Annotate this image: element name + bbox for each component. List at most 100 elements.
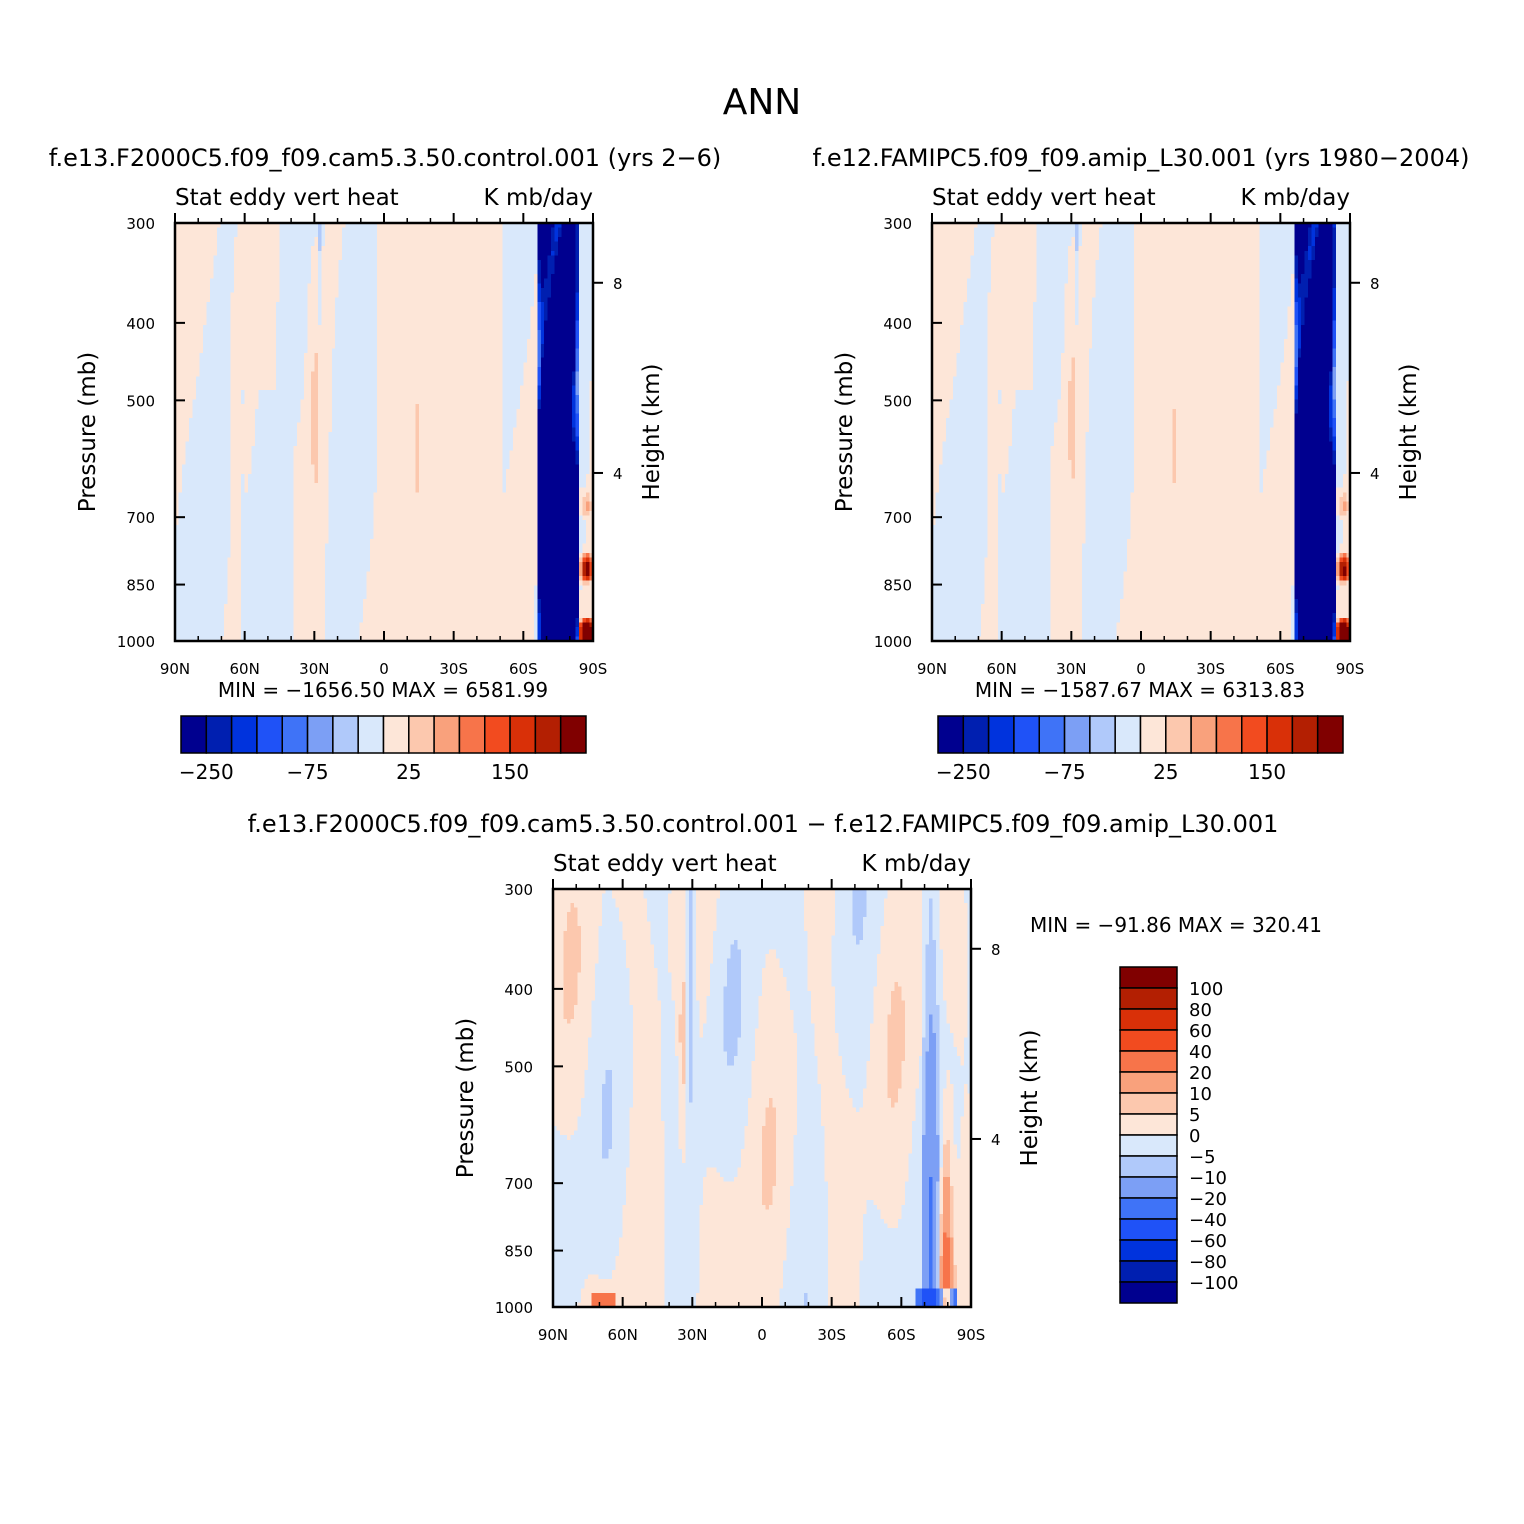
- field-cell: [932, 1255, 937, 1262]
- field-cell: [324, 617, 364, 624]
- field-cell: [880, 930, 923, 937]
- field-cell: [1050, 594, 1083, 600]
- field-cell: [838, 1032, 871, 1039]
- field-cell: [863, 1246, 923, 1252]
- field-cell: [922, 1167, 941, 1173]
- field-cell: [307, 311, 319, 317]
- field-cell: [575, 306, 580, 312]
- field-cell: [293, 483, 329, 489]
- field-cell: [241, 594, 295, 600]
- field-cell: [922, 949, 927, 955]
- field-cell: [230, 497, 242, 503]
- colorbar-box: [987, 715, 1015, 754]
- field-cell: [932, 408, 951, 415]
- field-cell: [505, 469, 538, 475]
- field-cell: [377, 260, 504, 266]
- field-cell: [904, 1181, 923, 1187]
- field-cell: [943, 1209, 951, 1215]
- field-cell: [932, 548, 989, 554]
- field-cell: [657, 991, 673, 997]
- field-cell: [601, 1130, 613, 1136]
- field-cell: [932, 501, 937, 507]
- field-cell: [807, 972, 833, 978]
- field-cell: [904, 1037, 923, 1043]
- field-cell: [293, 501, 329, 507]
- field-cell: [579, 283, 594, 289]
- field-cell: [873, 995, 892, 1002]
- field-cell: [373, 529, 538, 535]
- field-cell: [998, 548, 1052, 554]
- field-cell: [904, 1200, 923, 1206]
- field-cell: [1346, 562, 1351, 568]
- field-cell: [943, 1149, 951, 1155]
- field-cell: [925, 944, 937, 950]
- field-cell: [702, 1186, 763, 1192]
- field-cell: [950, 1232, 955, 1238]
- field-cell: [998, 399, 1003, 405]
- field-cell: [1266, 450, 1295, 456]
- field-cell: [702, 1181, 763, 1187]
- field-cell: [553, 977, 565, 983]
- field-cell: [317, 478, 329, 484]
- field-cell: [932, 1223, 937, 1229]
- field-cell: [335, 339, 378, 345]
- field-cell: [540, 292, 552, 298]
- field-cell: [1297, 603, 1337, 610]
- field-cell: [1134, 371, 1261, 377]
- field-cell: [1172, 418, 1177, 424]
- field-cell: [824, 1139, 913, 1146]
- field-cell: [1015, 390, 1062, 396]
- field-cell: [957, 1269, 972, 1276]
- field-cell: [415, 418, 420, 424]
- field-cell: [551, 278, 577, 284]
- field-cell: [1033, 371, 1062, 377]
- field-cell: [1099, 227, 1135, 233]
- field-cell: [175, 566, 228, 572]
- field-cell: [915, 1093, 923, 1099]
- field-cell: [1336, 223, 1351, 229]
- field-cell: [586, 483, 594, 489]
- field-cell: [1336, 325, 1351, 331]
- field-cell: [939, 1037, 955, 1043]
- field-cell: [688, 991, 693, 997]
- field-cell: [1085, 497, 1132, 503]
- field-cell: [943, 1218, 951, 1224]
- field-cell: [775, 1139, 794, 1146]
- field-cell: [967, 902, 972, 909]
- field-cell: [1120, 608, 1292, 614]
- field-cell: [1294, 534, 1337, 540]
- field-cell: [579, 418, 591, 424]
- field-cell: [828, 1232, 864, 1238]
- field-cell: [575, 274, 580, 280]
- field-cell: [537, 274, 542, 280]
- field-cell: [699, 1265, 784, 1271]
- field-cell: [869, 1037, 888, 1043]
- field-cell: [922, 1056, 927, 1062]
- field-cell: [1297, 301, 1302, 308]
- field-cell: [589, 552, 594, 558]
- field-cell: [929, 1181, 934, 1187]
- field-cell: [727, 972, 742, 978]
- field-cell: [1315, 250, 1334, 257]
- field-cell: [1346, 441, 1351, 447]
- field-cell: [835, 907, 854, 913]
- field-cell: [523, 380, 538, 387]
- field-cell: [537, 432, 573, 438]
- field-cell: [317, 394, 333, 401]
- field-cell: [664, 1283, 700, 1290]
- field-cell: [863, 1088, 888, 1094]
- field-cell: [241, 473, 246, 480]
- field-cell: [230, 432, 256, 438]
- field-cell: [293, 510, 329, 517]
- field-cell: [1294, 292, 1299, 298]
- field-cell: [706, 1000, 725, 1006]
- field-cell: [863, 916, 885, 923]
- field-cell: [601, 916, 620, 923]
- field-cell: [175, 515, 180, 521]
- field-cell: [973, 236, 992, 243]
- field-cell: [377, 325, 504, 331]
- field-cell: [1071, 376, 1076, 382]
- field-cell: [1074, 232, 1079, 238]
- field-cell: [817, 1079, 847, 1085]
- colorbar-box: [509, 715, 537, 754]
